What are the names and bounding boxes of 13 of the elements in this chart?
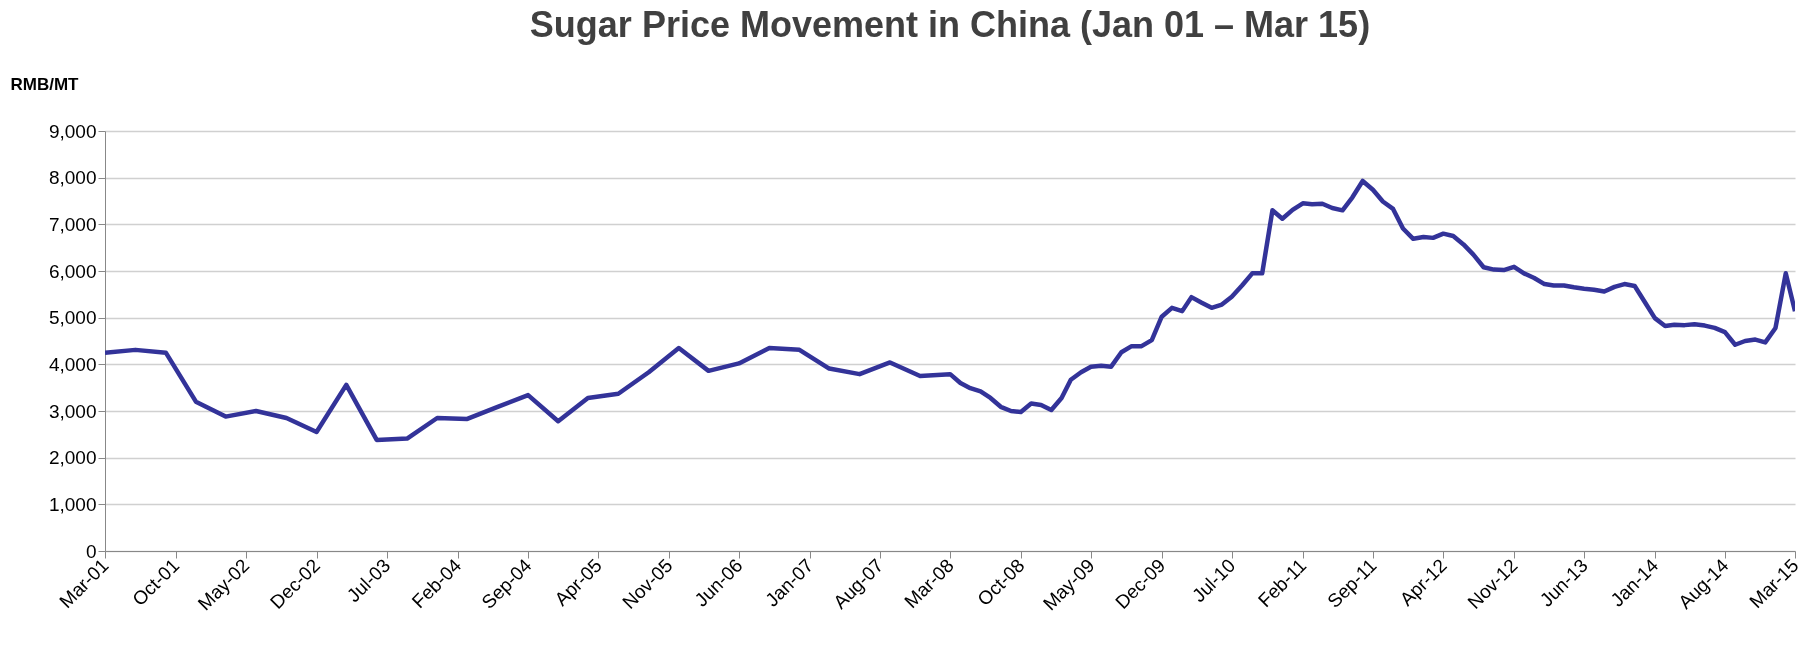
y-tick-label: 5,000 [48, 307, 97, 329]
y-axis-title: RMB/MT [10, 74, 80, 94]
y-tick-label: 3,000 [48, 400, 97, 422]
y-tick-label: 1,000 [48, 493, 97, 515]
y-tick-label: 8,000 [48, 167, 97, 189]
y-tick-label: 4,000 [48, 353, 97, 375]
y-tick-label: 9,000 [48, 120, 97, 142]
y-tick-label: 7,000 [48, 213, 97, 235]
y-tick-label: 6,000 [48, 260, 97, 282]
chart-title: Sugar Price Movement in China (Jan 01 – Mar 15) [529, 4, 1371, 45]
y-tick-label: 2,000 [48, 447, 97, 469]
y-tick-label: 0 [85, 540, 97, 562]
line-series [105, 178, 1795, 443]
